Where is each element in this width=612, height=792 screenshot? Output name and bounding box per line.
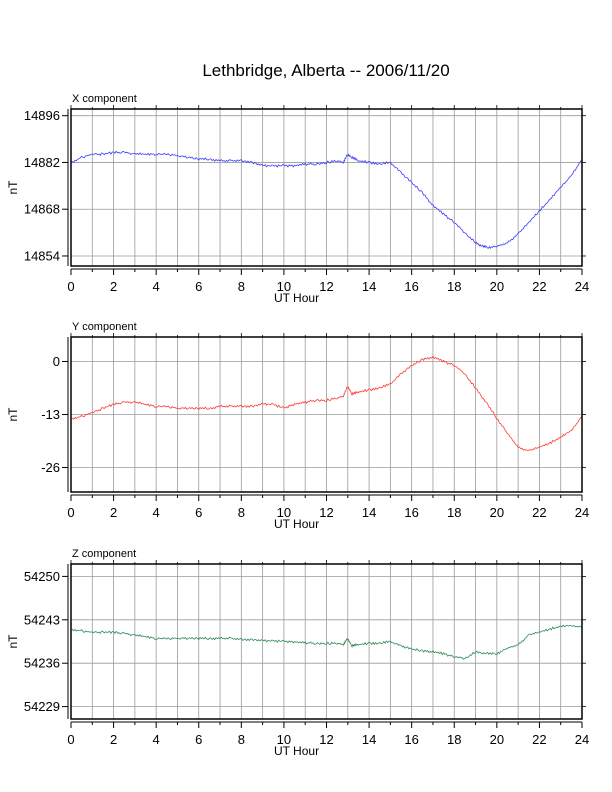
y-tick-label: 54229 <box>24 699 60 714</box>
x-axis-label: UT Hour <box>274 517 319 531</box>
x-tick-label: 16 <box>404 279 418 294</box>
y-tick-label: 54236 <box>24 656 60 671</box>
panel-1: 0 2 4 6 8 10 12 14 16 18 20 22 241485414868148821489… <box>6 93 589 305</box>
x-tick-label: 6 <box>195 732 202 747</box>
x-tick-label: 22 <box>532 505 546 520</box>
y-tick-label: 14854 <box>24 248 60 263</box>
x-tick-label: 14 <box>362 732 376 747</box>
panel-label: Y component <box>72 321 137 333</box>
x-tick-label: 0 <box>67 505 74 520</box>
x-tick-label: 22 <box>532 732 546 747</box>
x-tick-label: 12 <box>319 279 333 294</box>
y-tick-label: 14868 <box>24 202 60 217</box>
y-tick-label: 54250 <box>24 569 60 584</box>
grid <box>71 109 582 266</box>
x-tick-label: 4 <box>153 505 160 520</box>
x-tick-label: 24 <box>575 279 589 294</box>
series-line-1 <box>70 355 583 451</box>
grid <box>71 564 582 719</box>
x-tick-label: 2 <box>110 505 117 520</box>
y-tick-label: -26 <box>41 460 60 475</box>
x-tick-label: 0 <box>67 732 74 747</box>
x-tick-label: 18 <box>447 279 461 294</box>
y-axis-label: nT <box>6 407 20 422</box>
y-tick-label: 54243 <box>24 612 60 627</box>
x-tick-label: 20 <box>490 732 504 747</box>
x-tick-label: 24 <box>575 505 589 520</box>
x-tick-label: 12 <box>319 505 333 520</box>
x-tick-label: 20 <box>490 279 504 294</box>
x-tick-label: 24 <box>575 732 589 747</box>
x-tick-label: 16 <box>404 732 418 747</box>
panel-label: X component <box>72 93 137 105</box>
grid <box>71 337 582 492</box>
x-tick-label: 4 <box>153 279 160 294</box>
chart-panels: 0 2 4 6 8 10 12 14 16 18 20 22 241485414868148821489… <box>6 93 589 758</box>
x-tick-label: 22 <box>532 279 546 294</box>
y-tick-label: -13 <box>41 407 60 422</box>
panel-3: 0 2 4 6 8 10 12 14 16 18 20 22 245422954236542435425… <box>6 548 589 758</box>
x-tick-label: 8 <box>238 732 245 747</box>
panel-label: Z component <box>72 548 136 560</box>
x-tick-label: 6 <box>195 505 202 520</box>
series-line-1 <box>71 624 583 660</box>
y-axis-label: nT <box>6 180 20 195</box>
x-tick-label: 20 <box>490 505 504 520</box>
x-tick-label: 2 <box>110 279 117 294</box>
x-tick-label: 12 <box>319 732 333 747</box>
y-tick-label: 14896 <box>24 108 60 123</box>
x-axis-label: UT Hour <box>274 291 319 305</box>
x-tick-label: 2 <box>110 732 117 747</box>
x-tick-label: 0 <box>67 279 74 294</box>
x-tick-label: 8 <box>238 505 245 520</box>
x-tick-label: 16 <box>404 505 418 520</box>
x-tick-label: 4 <box>153 732 160 747</box>
y-tick-label: 0 <box>53 354 60 369</box>
x-tick-label: 18 <box>447 732 461 747</box>
x-tick-label: 6 <box>195 279 202 294</box>
x-tick-label: 10 <box>277 732 291 747</box>
x-tick-label: 14 <box>362 505 376 520</box>
series-line-1 <box>70 150 583 250</box>
x-tick-label: 8 <box>238 279 245 294</box>
x-tick-label: 14 <box>362 279 376 294</box>
y-axis-label: nT <box>6 634 20 649</box>
x-tick-label: 10 <box>277 505 291 520</box>
y-tick-label: 14882 <box>24 155 60 170</box>
x-tick-label: 18 <box>447 505 461 520</box>
figure-title: Lethbridge, Alberta -- 2006/11/20 <box>202 61 449 80</box>
x-tick-label: 10 <box>277 279 291 294</box>
x-axis-label: UT Hour <box>274 744 319 758</box>
